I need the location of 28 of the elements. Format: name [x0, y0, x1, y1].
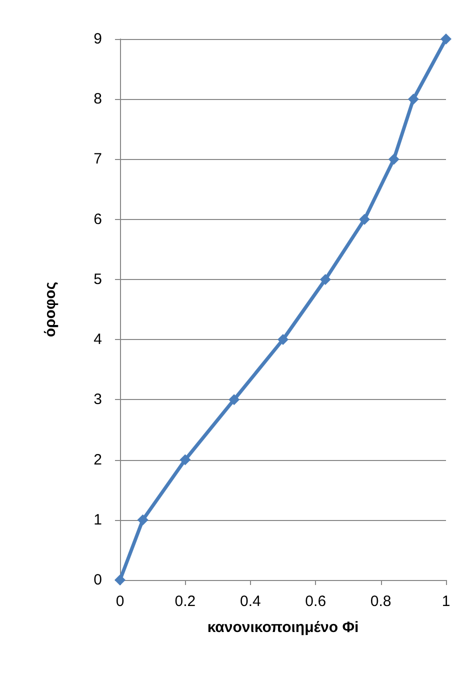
point: [440, 34, 452, 44]
point: [320, 274, 331, 285]
y-tick-label: 2: [94, 451, 102, 468]
x-tick-label: 0.2: [174, 593, 196, 610]
point: [359, 214, 370, 225]
x-tick-label: 1: [442, 593, 450, 610]
y-tick-label: 9: [94, 30, 102, 48]
y-tick-label: 4: [94, 331, 102, 348]
y-tick-label: 0: [94, 572, 102, 588]
x-tick-label: 0.6: [305, 593, 326, 610]
y-tick-label: 6: [94, 210, 102, 228]
y-axis-title: όροφος: [42, 282, 59, 338]
point: [137, 514, 148, 526]
y-tick-label: 8: [94, 90, 102, 108]
y-tick-label: 3: [94, 391, 102, 408]
point: [114, 574, 126, 586]
point: [180, 454, 191, 466]
x-tick-label: 0.8: [370, 593, 392, 610]
x-axis-title: κανονικοποιημένο Φi: [207, 619, 359, 636]
point: [388, 154, 400, 165]
y-tick-label: 5: [94, 270, 102, 288]
point: [228, 394, 240, 406]
point: [278, 334, 288, 346]
x-tick-label: 0: [116, 593, 124, 610]
y-tick-label: 1: [94, 511, 102, 528]
point: [408, 94, 419, 105]
y-tick-label: 7: [94, 150, 102, 168]
x-tick-label: 0.4: [240, 593, 261, 610]
